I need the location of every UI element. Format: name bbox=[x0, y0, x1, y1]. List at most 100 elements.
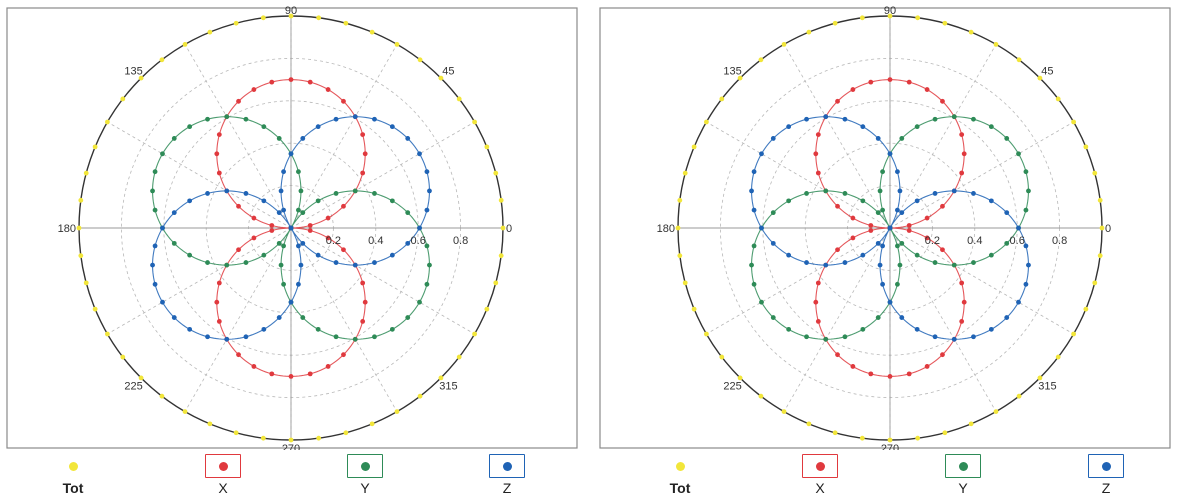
point-y bbox=[261, 252, 267, 258]
grid-spoke bbox=[889, 227, 1074, 335]
point-z bbox=[877, 262, 883, 268]
point-y bbox=[875, 210, 881, 216]
point-tot bbox=[500, 225, 506, 231]
point-z bbox=[1026, 262, 1031, 268]
point-tot bbox=[438, 375, 444, 381]
point-tot bbox=[498, 253, 504, 259]
point-y bbox=[1023, 207, 1029, 213]
point-x bbox=[813, 299, 819, 305]
point-x bbox=[341, 98, 346, 104]
point-z bbox=[278, 188, 284, 194]
grid-spoke bbox=[290, 227, 475, 335]
point-y bbox=[899, 240, 905, 246]
point-z bbox=[171, 315, 177, 320]
point-z bbox=[150, 262, 155, 268]
point-x bbox=[360, 319, 366, 324]
point-z bbox=[786, 252, 792, 258]
point-z bbox=[333, 116, 339, 122]
point-z bbox=[160, 299, 165, 305]
point-tot bbox=[456, 354, 462, 360]
point-tot bbox=[138, 375, 144, 381]
point-tot bbox=[968, 29, 974, 35]
point-y bbox=[897, 262, 903, 268]
point-y bbox=[759, 299, 764, 305]
theta-tick-label: 45 bbox=[1041, 66, 1053, 78]
point-x bbox=[850, 364, 856, 369]
point-y bbox=[427, 262, 432, 268]
point-z bbox=[296, 281, 301, 287]
point-tot bbox=[105, 119, 110, 125]
point-x bbox=[906, 79, 912, 85]
point-y bbox=[276, 240, 282, 246]
point-z bbox=[842, 116, 848, 122]
point-tot bbox=[472, 119, 477, 125]
point-tot bbox=[417, 393, 423, 399]
point-tot bbox=[438, 75, 444, 81]
point-tot bbox=[493, 280, 499, 286]
point-y bbox=[389, 326, 395, 332]
point-z bbox=[276, 315, 282, 320]
point-y bbox=[261, 124, 267, 130]
point-x bbox=[961, 299, 967, 305]
radial-tick-label: 0.8 bbox=[453, 235, 468, 247]
theta-tick-label: 315 bbox=[1038, 380, 1056, 392]
legend-swatch-z bbox=[489, 454, 525, 478]
legend-label-z: Z bbox=[1101, 480, 1111, 496]
legend-dot-tot bbox=[675, 461, 685, 471]
radial-tick-label: 0.4 bbox=[368, 235, 383, 247]
theta-tick-label: 270 bbox=[881, 443, 899, 450]
legend-label-z: Z bbox=[502, 480, 512, 496]
point-z bbox=[296, 243, 301, 249]
polar-chart-left: 0 45 90 135 180 225 270 315 0.2 0.4 0.6 0.8 Tot X Y… bbox=[5, 0, 585, 504]
point-tot bbox=[233, 430, 239, 436]
point-z bbox=[951, 336, 957, 342]
point-z bbox=[804, 260, 809, 265]
point-z bbox=[276, 210, 282, 216]
point-y bbox=[914, 252, 920, 258]
point-y bbox=[315, 326, 321, 332]
point-tot bbox=[498, 197, 504, 203]
legend-swatch-y bbox=[347, 454, 383, 478]
point-x bbox=[924, 364, 930, 369]
point-tot bbox=[120, 96, 126, 102]
point-z bbox=[842, 260, 848, 265]
point-x bbox=[868, 228, 874, 233]
point-y bbox=[860, 198, 866, 204]
point-y bbox=[899, 136, 905, 141]
point-y bbox=[823, 336, 829, 342]
legend-label-x: X bbox=[815, 480, 825, 496]
point-x bbox=[887, 374, 893, 379]
point-x bbox=[341, 203, 346, 209]
point-x bbox=[835, 352, 840, 358]
point-z bbox=[914, 326, 920, 332]
legend-swatch-x bbox=[205, 454, 241, 478]
point-z bbox=[352, 114, 358, 120]
point-tot bbox=[1083, 144, 1089, 150]
point-y bbox=[842, 191, 848, 196]
point-x bbox=[236, 352, 241, 358]
polar-plot-left: 0 45 90 135 180 225 270 315 0.2 0.4 0.6 0.8 bbox=[6, 5, 578, 450]
point-tot bbox=[942, 430, 948, 436]
point-y bbox=[160, 151, 165, 157]
point-y bbox=[243, 260, 249, 265]
point-z bbox=[860, 252, 866, 258]
point-tot bbox=[915, 15, 921, 21]
point-y bbox=[749, 262, 754, 268]
point-x bbox=[269, 371, 275, 377]
point-z bbox=[300, 136, 306, 141]
point-x bbox=[288, 374, 294, 379]
point-tot bbox=[288, 437, 294, 443]
point-z bbox=[315, 252, 321, 258]
point-tot bbox=[737, 75, 743, 81]
point-tot bbox=[417, 57, 423, 63]
point-tot bbox=[887, 437, 893, 443]
point-z bbox=[786, 124, 792, 130]
point-tot bbox=[1083, 306, 1089, 312]
theta-tick-label: 315 bbox=[439, 380, 457, 392]
grid-spoke bbox=[184, 44, 292, 229]
point-tot bbox=[92, 306, 98, 312]
point-tot bbox=[233, 20, 239, 26]
point-z bbox=[261, 198, 267, 204]
point-z bbox=[405, 136, 411, 141]
point-tot bbox=[182, 42, 188, 47]
